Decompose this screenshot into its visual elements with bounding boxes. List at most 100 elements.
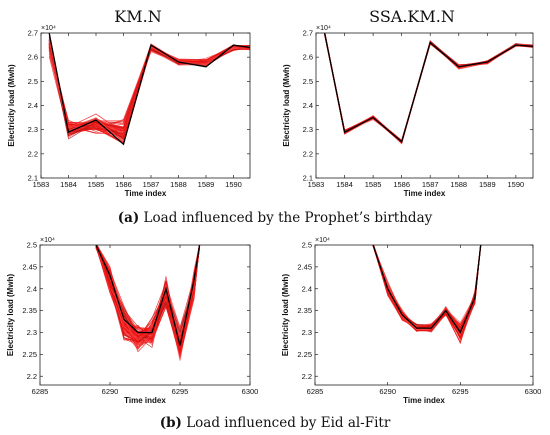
- ensemble-line: [48, 46, 250, 132]
- x-tick-label: 6290: [379, 387, 396, 396]
- caption-a-label: (a): [118, 210, 140, 226]
- x-tick-label: 1585: [365, 180, 382, 189]
- x-tick-label: 1583: [33, 180, 50, 189]
- ensemble-line: [48, 46, 250, 135]
- caption-b-text: Load influenced by Eid al-Fitr: [182, 415, 391, 431]
- x-tick-label: 1588: [170, 180, 187, 189]
- x-tick-label: 1586: [115, 180, 132, 189]
- ensemble-line: [48, 46, 250, 134]
- x-tick-label: 1584: [336, 180, 353, 189]
- chart-ssa-km-n-prophet: 1583 1584 1585 1586 1587 1588 1589 1590 2.1 2.2 2.…: [282, 25, 534, 198]
- x-tick-label: 1587: [422, 180, 439, 189]
- y-tick-label: 2.1: [28, 174, 38, 183]
- y-tick-label: 2.4: [28, 101, 38, 110]
- y-tick-label: 2.1: [303, 174, 313, 183]
- ensemble-line: [48, 45, 250, 132]
- caption-b: (b) Load influenced by Eid al-Fitr: [160, 415, 391, 431]
- ensemble-line: [373, 245, 481, 329]
- ensemble-line: [48, 45, 250, 132]
- y-tick-label: 2.5: [28, 77, 38, 86]
- ensemble-line: [95, 245, 200, 356]
- y-exponent-label: ×10⁴: [316, 25, 331, 32]
- panel-a-right-title: SSA.KM.N: [369, 7, 455, 26]
- x-tick-label: 1584: [60, 180, 77, 189]
- x-tick-label: 1590: [508, 180, 525, 189]
- x-tick-label: 1586: [393, 180, 410, 189]
- ensemble-line: [48, 45, 250, 131]
- y-axis-label: Electricity load (Mwh): [281, 274, 290, 357]
- x-tick-label: 6300: [525, 387, 542, 396]
- ensemble-line: [48, 45, 250, 134]
- y-axis-label: Electricity load (Mwh): [7, 64, 16, 147]
- x-axis-label: Time index: [404, 189, 446, 198]
- y-tick-label: 2.25: [22, 350, 37, 359]
- ensemble-line: [324, 34, 533, 142]
- y-tick-label: 2.3: [28, 125, 38, 134]
- plot-frame: [314, 244, 534, 386]
- ensemble-line: [48, 44, 250, 136]
- series-line-actual: [323, 33, 533, 143]
- x-tick-label: 6300: [242, 387, 259, 396]
- y-tick-label: 2.4: [303, 101, 313, 110]
- ensemble-line: [48, 44, 250, 145]
- ensemble-lines: [323, 33, 533, 145]
- y-tick-label: 2.6: [303, 53, 313, 62]
- ensemble-line: [48, 46, 250, 135]
- x-tick-label: 1583: [308, 180, 325, 189]
- y-tick-label: 2.2: [303, 149, 313, 158]
- caption-a: (a) Load influenced by the Prophet’s bir…: [118, 210, 433, 226]
- ensemble-lines: [48, 33, 250, 146]
- series-line-actual: [95, 245, 201, 346]
- x-tick-label: 1589: [198, 180, 215, 189]
- ensemble-line: [95, 245, 200, 361]
- chart-km-n-prophet: 1583 1584 1585 1586 1587 1588 1589 1590 2.1 2.2 2.…: [7, 25, 251, 198]
- y-exponent-label: ×10⁴: [41, 25, 56, 32]
- ensemble-line: [95, 245, 200, 344]
- y-tick-label: 2.6: [28, 53, 38, 62]
- y-tick-label: 2.4: [302, 284, 312, 293]
- x-tick-label: 1585: [88, 180, 105, 189]
- x-tick-label: 6285: [32, 387, 49, 396]
- y-exponent-label: ×10⁴: [40, 237, 55, 244]
- y-tick-label: 2.7: [303, 29, 313, 38]
- panel-a-left-title: KM.N: [114, 7, 161, 26]
- plot-frame: [39, 244, 251, 386]
- y-tick-label: 2.25: [297, 350, 312, 359]
- x-tick-label: 1589: [479, 180, 496, 189]
- ensemble-line: [48, 45, 250, 135]
- x-tick-label: 6295: [452, 387, 469, 396]
- y-tick-label: 2.45: [22, 262, 37, 271]
- x-tick-label: 6285: [307, 387, 324, 396]
- y-tick-label: 2.4: [27, 284, 37, 293]
- y-axis-label: Electricity load (Mwh): [282, 64, 291, 147]
- caption-b-label: (b): [160, 415, 182, 431]
- y-tick-label: 2.5: [303, 77, 313, 86]
- series-line-actual: [372, 245, 482, 334]
- y-tick-label: 2.35: [297, 306, 312, 315]
- x-tick-label: 6295: [172, 387, 189, 396]
- y-tick-label: 2.3: [27, 328, 37, 337]
- chart-km-n-eid: 6285 6290 6295 6300 2.2 2.25 2.3 2.35 2.4 2.45 2.5…: [6, 237, 258, 405]
- y-tick-label: 2.5: [302, 241, 312, 250]
- x-tick-label: 1590: [225, 180, 242, 189]
- y-tick-label: 2.3: [303, 125, 313, 134]
- ensemble-line: [48, 45, 250, 135]
- y-tick-label: 2.2: [28, 149, 38, 158]
- y-tick-label: 2.2: [27, 372, 37, 381]
- x-axis-label: Time index: [403, 396, 445, 405]
- y-tick-label: 2.5: [27, 241, 37, 250]
- ensemble-lines: [95, 245, 201, 361]
- y-exponent-label: ×10⁴: [315, 237, 330, 244]
- y-tick-label: 2.3: [302, 328, 312, 337]
- y-tick-label: 2.7: [28, 29, 38, 38]
- y-tick-label: 2.2: [302, 372, 312, 381]
- y-tick-label: 2.45: [297, 262, 312, 271]
- y-axis-label: Electricity load (Mwh): [6, 274, 15, 357]
- y-tick-label: 2.35: [22, 306, 37, 315]
- x-tick-label: 6290: [102, 387, 119, 396]
- ensemble-line: [48, 44, 250, 135]
- series-line-actual: [48, 33, 250, 146]
- chart-ssa-km-n-eid: 6285 6290 6295 6300 2.2 2.25 2.3 2.35 2.4 2.45 2.5…: [281, 237, 541, 405]
- ensemble-line: [48, 44, 250, 130]
